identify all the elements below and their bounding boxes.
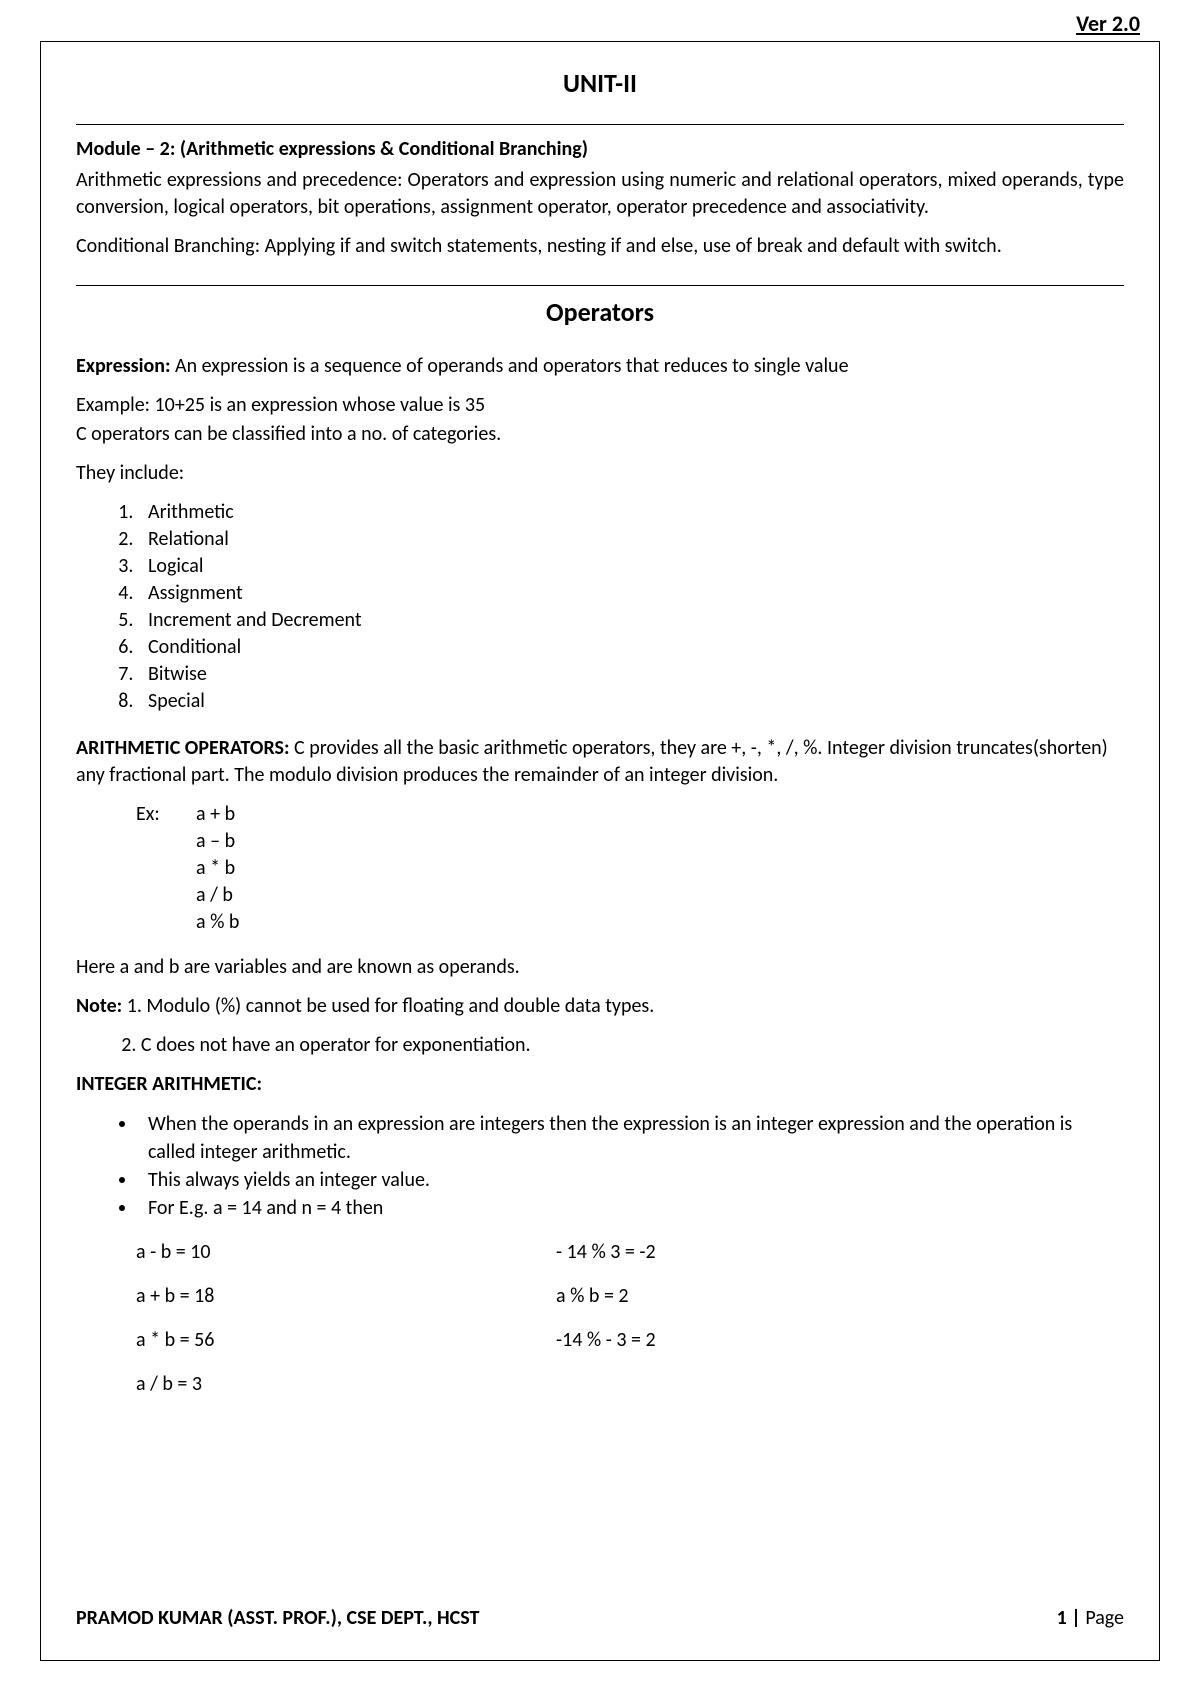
calc-row: a + b = 18 a % b = 2 — [76, 1284, 1124, 1308]
ex-value: a % b — [196, 909, 239, 936]
example-row: a * b — [76, 855, 1124, 882]
spacer — [76, 1314, 1124, 1328]
example-line-1: Example: 10+25 is an expression whose va… — [76, 392, 1124, 419]
list-item: Logical — [138, 553, 1124, 580]
list-item: Relational — [138, 526, 1124, 553]
page-sep: | — [1067, 1606, 1086, 1630]
list-item: Assignment — [138, 580, 1124, 607]
calc-left: a / b = 3 — [76, 1372, 556, 1396]
note-line-1: Note: 1. Modulo (%) cannot be used for f… — [76, 993, 1124, 1020]
list-item: For E.g. a = 14 and n = 4 then — [138, 1194, 1124, 1222]
page-word: Page — [1085, 1606, 1124, 1630]
integer-arithmetic-heading: INTEGER ARITHMETIC: — [76, 1071, 1124, 1098]
note-1-text: 1. Modulo (%) cannot be used for floatin… — [122, 994, 654, 1018]
list-item: Arithmetic — [138, 499, 1124, 526]
example-line-2: C operators can be classified into a no.… — [76, 421, 1124, 448]
document-page: Ver 2.0 UNIT-II Module – 2: (Arithmetic … — [0, 0, 1200, 1697]
example-row: Ex: a + b — [76, 801, 1124, 828]
arith-label: ARITHMETIC OPERATORS: — [76, 736, 289, 760]
calc-right: -14 % - 3 = 2 — [556, 1328, 656, 1352]
category-list: Arithmetic Relational Logical Assignment… — [76, 499, 1124, 715]
integer-arith-bullets: When the operands in an expression are i… — [76, 1110, 1124, 1222]
note-label: Note: — [76, 994, 122, 1018]
intro-paragraph-2: Conditional Branching: Applying if and s… — [76, 233, 1124, 260]
calc-right: - 14 % 3 = -2 — [556, 1240, 656, 1264]
operands-line: Here a and b are variables and are known… — [76, 954, 1124, 981]
spacer — [76, 1270, 1124, 1284]
expression-text: An expression is a sequence of operands … — [171, 354, 849, 378]
ex-value: a / b — [196, 882, 233, 909]
unit-title: UNIT-II — [76, 67, 1124, 99]
divider — [76, 124, 1124, 125]
they-include: They include: — [76, 460, 1124, 487]
calc-row: a / b = 3 — [76, 1372, 1124, 1396]
calc-left: a * b = 56 — [76, 1328, 556, 1352]
ex-label-empty — [76, 828, 196, 855]
example-row: a – b — [76, 828, 1124, 855]
ex-value: a – b — [196, 828, 235, 855]
ex-label-empty — [76, 882, 196, 909]
spacer — [76, 1358, 1124, 1372]
calc-left: a + b = 18 — [76, 1284, 556, 1308]
example-row: a / b — [76, 882, 1124, 909]
ex-value: a * b — [196, 855, 235, 882]
list-item: Conditional — [138, 634, 1124, 661]
intro-paragraph-1: Arithmetic expressions and precedence: O… — [76, 167, 1124, 221]
list-item: When the operands in an expression are i… — [138, 1110, 1124, 1166]
calc-row: a * b = 56 -14 % - 3 = 2 — [76, 1328, 1124, 1352]
expression-definition: Expression: An expression is a sequence … — [76, 353, 1124, 380]
page-footer: PRAMOD KUMAR (ASST. PROF.), CSE DEPT., H… — [76, 1606, 1124, 1630]
calc-row: a - b = 10 - 14 % 3 = -2 — [76, 1240, 1124, 1264]
footer-page: 1 | Page — [1057, 1606, 1124, 1630]
list-item: This always yields an integer value. — [138, 1166, 1124, 1194]
calc-left: a - b = 10 — [76, 1240, 556, 1264]
expression-label: Expression: — [76, 354, 171, 378]
ex-label: Ex: — [76, 801, 196, 828]
list-item: Special — [138, 688, 1124, 715]
ex-value: a + b — [196, 801, 235, 828]
list-item: Bitwise — [138, 661, 1124, 688]
module-title: Module – 2: (Arithmetic expressions & Co… — [76, 137, 1124, 161]
version-label: Ver 2.0 — [40, 10, 1160, 41]
footer-author: PRAMOD KUMAR (ASST. PROF.), CSE DEPT., H… — [76, 1606, 479, 1630]
ex-label-empty — [76, 855, 196, 882]
page-number: 1 — [1057, 1606, 1067, 1630]
arithmetic-operators-para: ARITHMETIC OPERATORS: C provides all the… — [76, 735, 1124, 789]
ex-label-empty — [76, 909, 196, 936]
calc-right: a % b = 2 — [556, 1284, 629, 1308]
operators-heading: Operators — [76, 296, 1124, 328]
content-frame: UNIT-II Module – 2: (Arithmetic expressi… — [40, 41, 1160, 1661]
list-item: Increment and Decrement — [138, 607, 1124, 634]
example-block: Ex: a + b a – b a * b a / b a % b — [76, 801, 1124, 936]
divider — [76, 285, 1124, 286]
note-line-2: 2. C does not have an operator for expon… — [76, 1032, 1124, 1059]
example-row: a % b — [76, 909, 1124, 936]
